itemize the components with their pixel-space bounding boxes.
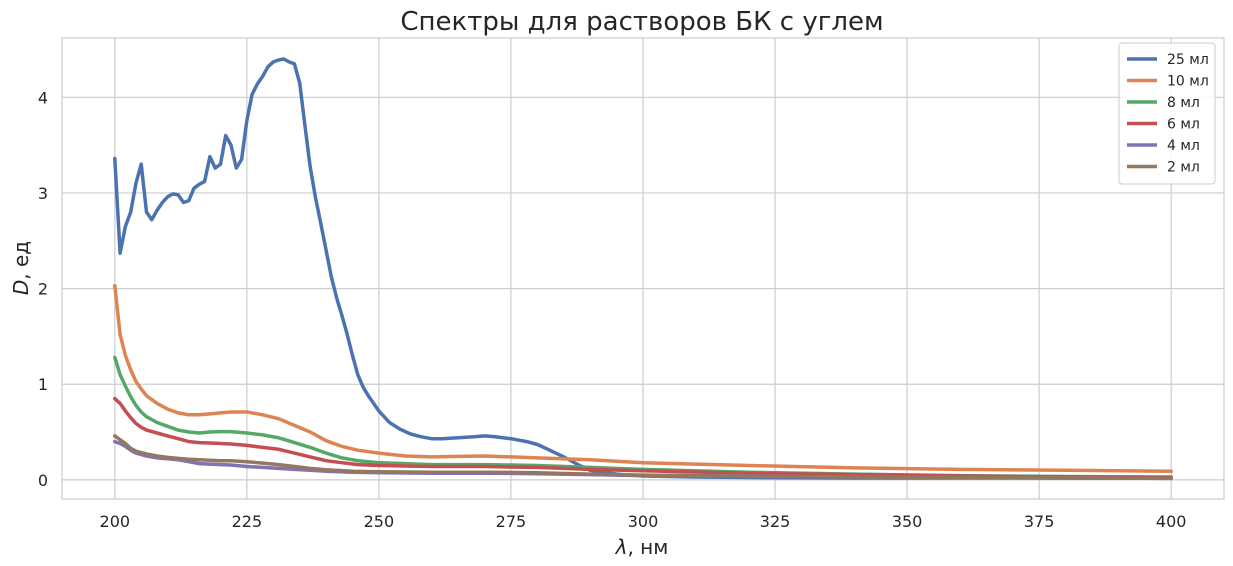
- series-lines: [113, 57, 1173, 481]
- legend-label: 25 мл: [1167, 52, 1209, 68]
- y-axis-unit: , ед: [9, 241, 33, 280]
- series-line-3: [113, 355, 1173, 479]
- x-tick-label: 325: [760, 512, 791, 531]
- legend-label: 6 мл: [1167, 117, 1200, 133]
- y-tick-label: 3: [38, 184, 48, 203]
- series-line-1: [113, 57, 1173, 480]
- x-tick-label: 225: [232, 512, 263, 531]
- x-tick-label: 400: [1156, 512, 1187, 531]
- x-tick-label: 375: [1024, 512, 1055, 531]
- x-tick-label: 275: [496, 512, 527, 531]
- x-axis-unit: , нм: [627, 535, 668, 559]
- legend-label: 10 мл: [1167, 74, 1209, 90]
- legend-label: 4 мл: [1167, 138, 1200, 154]
- y-tick-label: 0: [38, 471, 48, 490]
- series-line-2: [113, 283, 1173, 474]
- x-tick-label: 200: [100, 512, 131, 531]
- y-axis-symbol: D: [9, 280, 33, 295]
- y-tick-label: 2: [38, 280, 48, 299]
- x-axis-label: λ, нм: [615, 535, 669, 559]
- legend-label: 2 мл: [1167, 160, 1200, 176]
- x-tick-label: 300: [628, 512, 659, 531]
- series-line-6: [113, 434, 1173, 481]
- x-tick-label: 250: [364, 512, 395, 531]
- y-tick-label: 1: [38, 375, 48, 394]
- gridlines: [62, 38, 1224, 499]
- legend-box: [1118, 42, 1216, 185]
- x-tick-label: 350: [892, 512, 923, 531]
- y-tick-label: 4: [38, 88, 48, 107]
- chart-title: Спектры для растворов БК с углем: [400, 7, 883, 37]
- y-axis-label: D, ед: [9, 241, 33, 295]
- legend-label: 8 мл: [1167, 95, 1200, 111]
- tick-labels: 200 225 250 275 300 325 350 375 400 0 1 2 3 4: [38, 88, 1187, 531]
- series-line-4: [113, 396, 1173, 480]
- x-axis-symbol: λ: [615, 535, 628, 559]
- plot-area-frame: [61, 37, 1225, 500]
- legend: 25 мл 10 мл 8 мл 6 мл 4 мл 2 мл: [1118, 42, 1216, 185]
